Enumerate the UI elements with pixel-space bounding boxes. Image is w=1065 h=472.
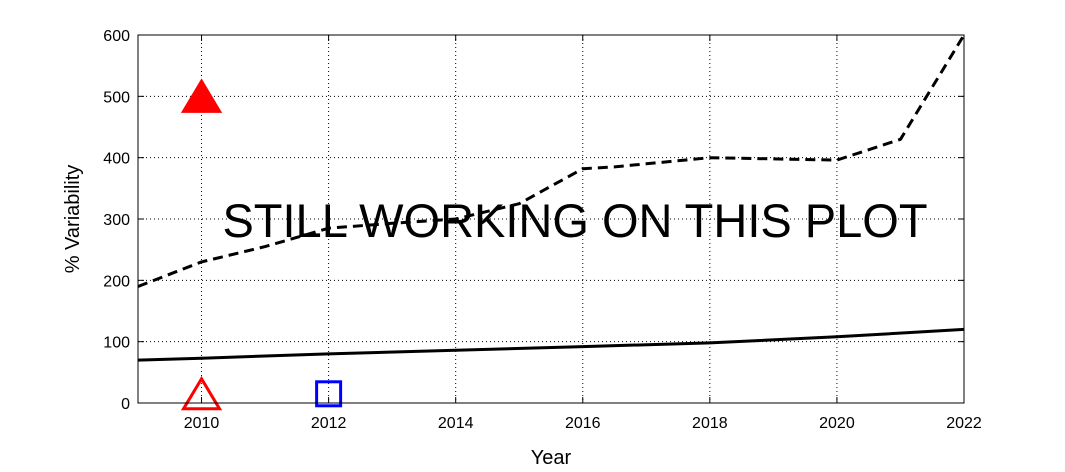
x-tick-label: 2012 — [311, 415, 347, 432]
series-line-dashed — [137, 34, 966, 288]
x-tick-label: 2022 — [946, 415, 982, 432]
y-tick-label: 500 — [103, 89, 130, 106]
markers-layer — [180, 78, 343, 411]
marker-square-open — [315, 380, 343, 408]
ticks: 2010 2012 2014 2016 2018 2020 2022 0 100 200 300 40… — [103, 28, 982, 432]
y-tick-label: 300 — [103, 212, 130, 229]
marker-triangle-filled — [180, 78, 223, 113]
y-tick-label: 600 — [103, 28, 130, 45]
marker-triangle-open — [180, 375, 223, 411]
series-line-solid — [137, 327, 965, 362]
y-axis-label: % Variability — [62, 165, 84, 274]
y-tick-label: 100 — [103, 335, 130, 352]
y-tick-label: 200 — [103, 273, 130, 290]
series-layer — [137, 34, 966, 362]
x-tick-label: 2016 — [565, 415, 601, 432]
x-tick-label: 2020 — [819, 415, 855, 432]
x-tick-label: 2010 — [184, 415, 220, 432]
y-tick-label: 400 — [103, 151, 130, 168]
x-tick-label: 2014 — [438, 415, 474, 432]
chart-annotation: STILL WORKING ON THIS PLOT — [222, 194, 927, 247]
y-tick-label: 0 — [121, 396, 130, 413]
x-tick-label: 2018 — [692, 415, 728, 432]
x-axis-label: Year — [531, 447, 572, 469]
